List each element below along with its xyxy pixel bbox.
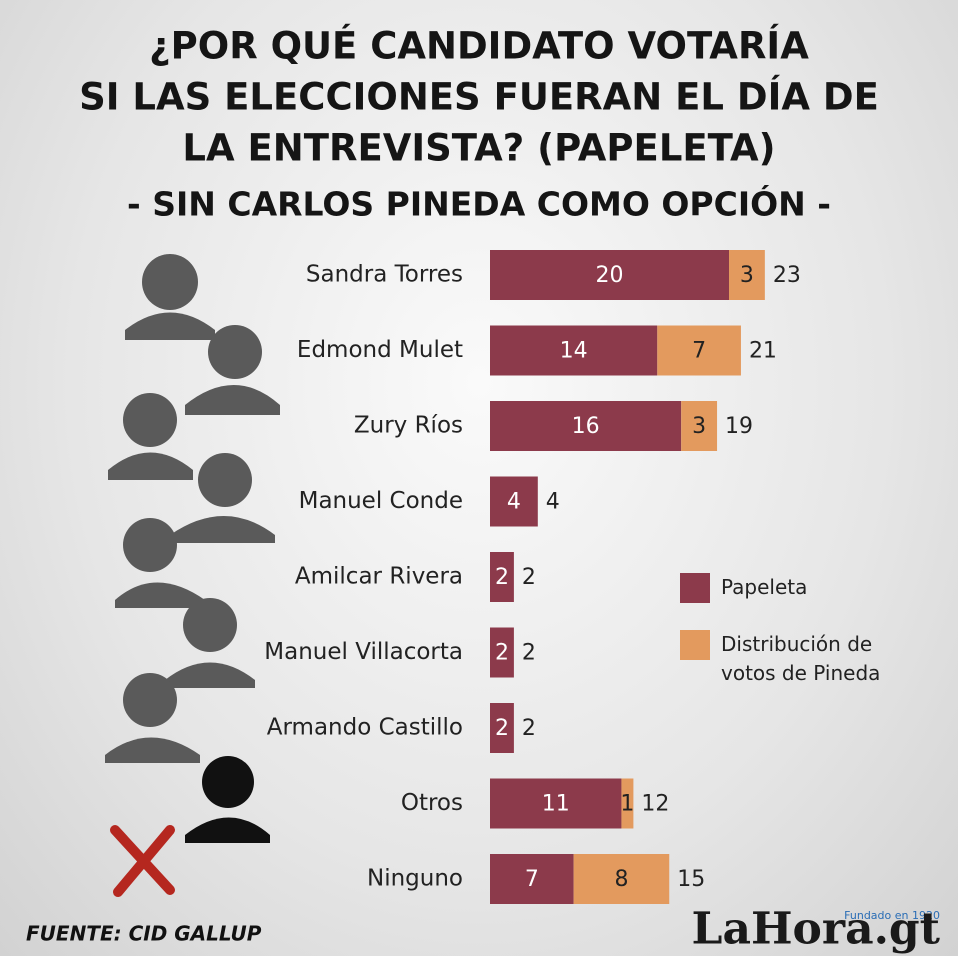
- total-label: 12: [641, 792, 669, 817]
- total-label: 15: [677, 867, 705, 892]
- bar-segment: [729, 250, 765, 300]
- segment-label: 16: [572, 414, 600, 439]
- category-label: Ninguno: [367, 866, 463, 892]
- title-line: LA ENTREVISTA? (PAPELETA): [182, 127, 775, 170]
- segment-label: 3: [692, 414, 706, 439]
- x-icon: [110, 825, 175, 897]
- bar-segment: [681, 401, 718, 451]
- total-label: 19: [725, 414, 753, 439]
- total-label: 2: [522, 565, 536, 590]
- bar-segment: [621, 778, 634, 829]
- legend-swatch: [680, 573, 710, 603]
- bar-segment: [490, 854, 574, 904]
- bar-segment: [490, 778, 622, 829]
- category-label: Zury Ríos: [354, 413, 463, 439]
- category-label: Amilcar Rivera: [295, 564, 463, 590]
- segment-label: 2: [495, 641, 509, 666]
- total-label: 21: [749, 339, 777, 364]
- bar-segment: [490, 325, 658, 376]
- bar-segment: [490, 401, 682, 451]
- total-label: 2: [522, 716, 536, 741]
- segment-label: 11: [542, 792, 570, 817]
- category-label: Otros: [401, 790, 463, 816]
- category-label: Edmond Mulet: [297, 337, 463, 363]
- segment-label: 7: [525, 867, 539, 892]
- category-label: Manuel Villacorta: [264, 639, 463, 665]
- category-label: Manuel Conde: [299, 488, 463, 514]
- title-line: ¿POR QUÉ CANDIDATO VOTARÍA: [149, 24, 809, 68]
- segment-label: 4: [507, 490, 521, 515]
- bar-segment: [490, 627, 514, 678]
- source: FUENTE: CID GALLUP: [26, 922, 262, 946]
- legend-swatch: [680, 630, 710, 660]
- bar-segment: [490, 476, 538, 527]
- segment-label: 20: [596, 263, 624, 288]
- bar-segment: [490, 703, 514, 753]
- logo: LaHora.gt: [692, 904, 941, 955]
- bar-segment: [490, 552, 514, 602]
- bar-segment: [657, 325, 741, 376]
- segment-label: 2: [495, 716, 509, 741]
- segment-label: 2: [495, 565, 509, 590]
- logo-tagline: Fundado en 1920: [844, 909, 940, 922]
- category-label: Armando Castillo: [267, 715, 463, 741]
- total-label: 23: [773, 263, 801, 288]
- title-line: SI LAS ELECCIONES FUERAN EL DÍA DE: [79, 75, 879, 119]
- category-label: Sandra Torres: [306, 262, 463, 288]
- bar-segment: [490, 250, 729, 300]
- legend-label: Papeleta: [721, 575, 808, 599]
- bar-segment: [573, 854, 670, 904]
- legend-label: Distribución de votos de Pineda: [721, 632, 881, 685]
- total-label: 4: [546, 490, 560, 515]
- portraits: [105, 254, 280, 843]
- segment-label: 1: [620, 792, 634, 817]
- total-label: 2: [522, 641, 536, 666]
- segment-label: 7: [692, 339, 706, 364]
- segment-label: 8: [614, 867, 628, 892]
- segment-label: 14: [560, 339, 588, 364]
- segment-label: 3: [740, 263, 754, 288]
- subtitle: - SIN CARLOS PINEDA COMO OPCIÓN -: [127, 184, 831, 224]
